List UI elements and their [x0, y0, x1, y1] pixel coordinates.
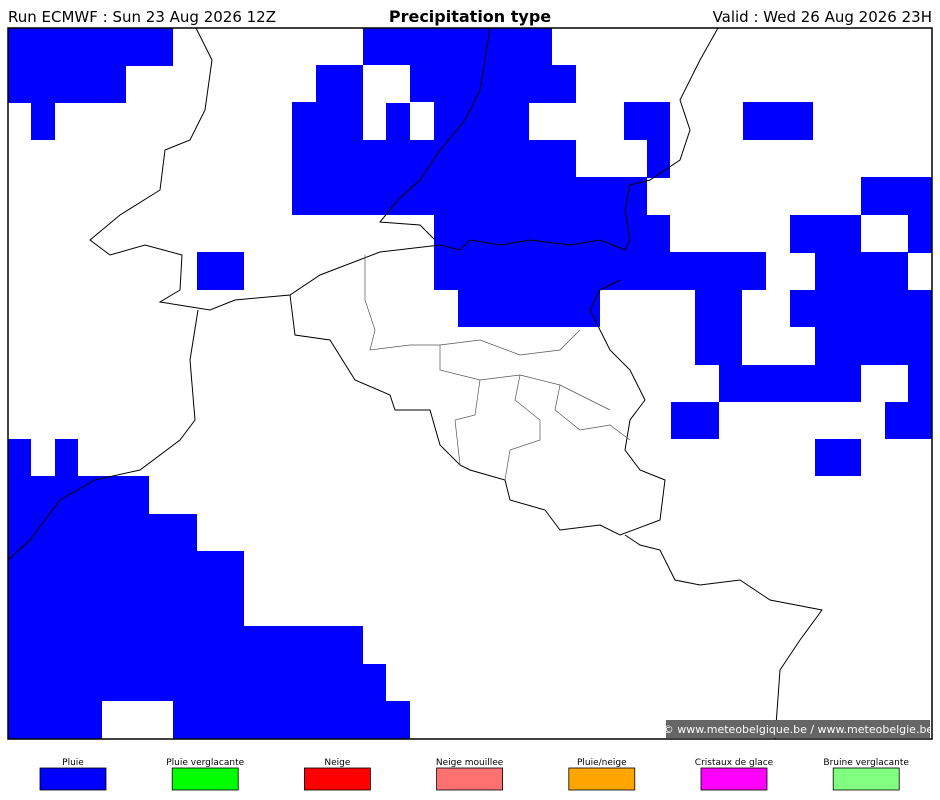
- rain-cells: [8, 28, 932, 739]
- credit: © www.meteobelgique.be / www.meteobelgie…: [663, 723, 934, 736]
- map: © www.meteobelgique.be / www.meteobelgie…: [7, 27, 934, 740]
- legend-swatch: [700, 767, 768, 791]
- legend-label: Pluie/neige: [577, 758, 627, 768]
- legend-swatch: [171, 767, 239, 791]
- title: Precipitation type: [389, 7, 551, 26]
- legend-label: Pluie verglacante: [166, 758, 244, 768]
- legend: Pluie Pluie verglacante Neige Neige mouille…: [39, 758, 909, 791]
- legend-swatch: [436, 767, 504, 791]
- legend-swatch: [568, 767, 636, 791]
- legend-label: Cristaux de glace: [695, 758, 774, 768]
- legend-swatch: [303, 767, 371, 791]
- legend-label: Bruine verglacante: [823, 758, 909, 768]
- valid-label: Valid : Wed 26 Aug 2026 23H: [713, 8, 932, 26]
- run-label: Run ECMWF : Sun 23 Aug 2026 12Z: [8, 8, 276, 26]
- legend-label: Neige: [324, 758, 350, 768]
- coastline-channel: [379, 27, 491, 241]
- legend-label: Pluie: [62, 758, 84, 768]
- province-borders: [364, 255, 631, 481]
- legend-swatch: [832, 767, 900, 791]
- country-border-east: [624, 534, 823, 740]
- coastline: [89, 27, 719, 311]
- credit-box: [666, 720, 930, 738]
- legend-swatch: [39, 767, 107, 791]
- country-border: [289, 279, 666, 536]
- dry-cells: [102, 65, 434, 739]
- map-frame: [7, 27, 933, 740]
- coastline-france: [7, 309, 199, 561]
- legend-label: Neige mouillee: [436, 758, 504, 768]
